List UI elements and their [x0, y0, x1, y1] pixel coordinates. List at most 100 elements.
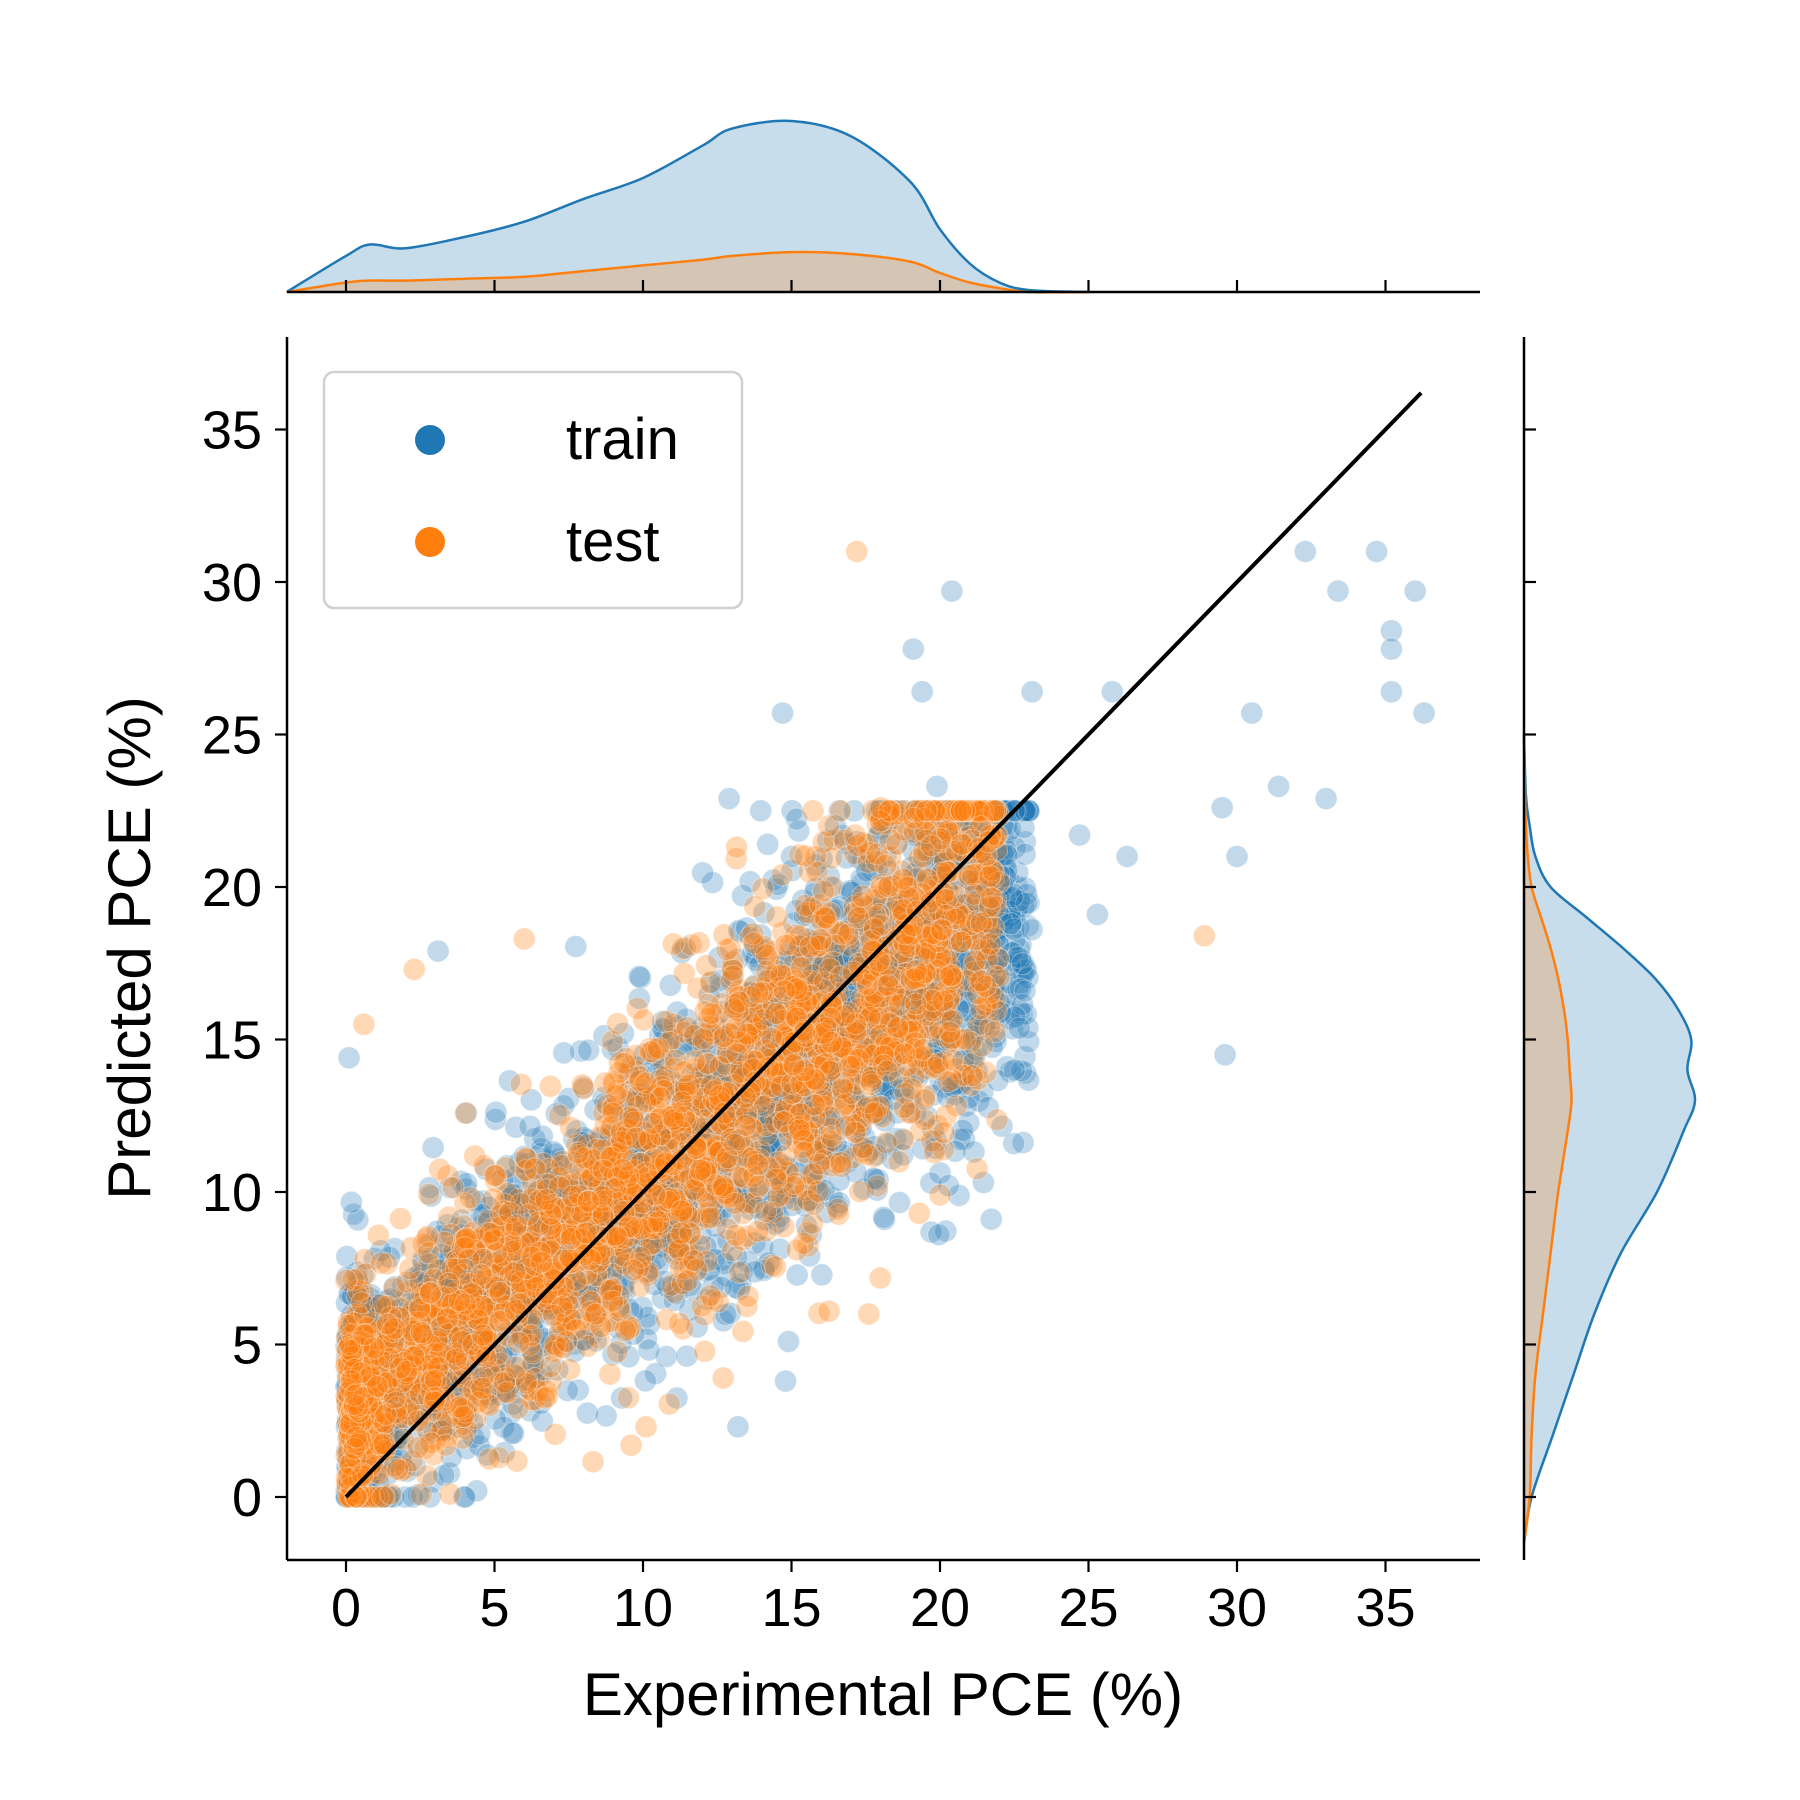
train-point-460 [342, 1389, 366, 1413]
train-point-84 [993, 900, 1016, 924]
train-point-466 [373, 1379, 397, 1402]
train-point-410 [378, 1404, 402, 1428]
train-point-308 [646, 1228, 669, 1251]
train-point-186 [740, 1124, 763, 1148]
train-point-205 [335, 1356, 359, 1380]
train-point-75 [836, 917, 860, 941]
train-point-114 [353, 1325, 377, 1349]
test-point-2154 [747, 1174, 771, 1198]
train-point-440 [492, 1258, 516, 1282]
train-point-16 [564, 1285, 588, 1309]
train-point-2629 [1002, 1058, 1026, 1082]
train-point-2632 [777, 1330, 800, 1353]
train-point-2633 [774, 1369, 798, 1393]
train-point-317 [991, 854, 1015, 878]
train-point-210 [675, 1198, 699, 1222]
train-point-128 [339, 1282, 363, 1306]
test-point-2148 [670, 1199, 694, 1223]
test-point-2201 [843, 823, 867, 847]
test-point-1260 [978, 932, 1002, 956]
train-point-48 [349, 1453, 373, 1477]
test-point-2184 [788, 1118, 812, 1142]
train-point-245 [349, 1349, 373, 1373]
test-point-1933 [366, 1223, 390, 1247]
train-point-269 [347, 1272, 371, 1296]
train-point-541 [678, 1233, 702, 1257]
train-point-136 [897, 820, 920, 843]
train-point-450 [636, 1115, 660, 1138]
train-point-393 [856, 1096, 880, 1120]
train-point-191 [381, 1326, 405, 1350]
train-point-14 [648, 1023, 672, 1047]
train-point-507 [351, 1371, 375, 1395]
train-point-525 [560, 1168, 584, 1192]
train-point-484 [654, 1345, 678, 1368]
train-point-362 [639, 1220, 662, 1244]
train-point-2621 [925, 774, 949, 798]
train-point-360 [706, 1016, 730, 1040]
train-point-329 [349, 1425, 373, 1449]
train-point-352 [538, 1296, 562, 1320]
test-point-2179 [570, 1073, 594, 1097]
train-point-341 [759, 969, 783, 993]
train-point-138 [569, 1296, 592, 1320]
train-point-374 [567, 1182, 591, 1206]
train-point-475 [499, 1182, 523, 1206]
train-point-51 [719, 1069, 743, 1093]
train-point-117 [1011, 1131, 1035, 1155]
test-point-2203 [793, 844, 817, 868]
train-point-13 [874, 1071, 898, 1095]
train-point-437 [1010, 1003, 1034, 1026]
train-point-151 [458, 1237, 482, 1261]
test-point-1823 [886, 1016, 910, 1039]
train-point-115 [671, 1223, 695, 1247]
train-point-100 [713, 1058, 737, 1082]
train-point-274 [344, 1360, 368, 1384]
train-point-215 [355, 1307, 379, 1331]
train-point-2622 [756, 832, 780, 856]
train-point-485 [984, 925, 1008, 949]
train-point-462 [831, 905, 855, 929]
train-point-54 [983, 972, 1007, 996]
train-point-524 [520, 1356, 544, 1380]
train-point-323 [806, 904, 830, 928]
train-point-513 [852, 1003, 876, 1027]
train-point-15 [465, 1479, 489, 1503]
train-point-495 [1017, 1030, 1041, 1054]
test-point-979 [687, 931, 711, 955]
train-point-2611 [1210, 796, 1234, 820]
train-point-1687 [691, 861, 715, 885]
train-point-448 [586, 1280, 610, 1304]
train-point-520 [729, 920, 752, 944]
test-point-1911 [606, 1012, 630, 1036]
train-point-2607 [1412, 701, 1436, 725]
train-point-2630 [426, 939, 450, 963]
train-point-233 [1016, 799, 1040, 823]
train-point-129 [751, 1087, 775, 1111]
train-point-358 [653, 1206, 677, 1230]
train-point-2 [434, 1335, 457, 1359]
train-point-124 [961, 799, 985, 823]
test-point-2296 [949, 930, 973, 954]
train-point-470 [433, 1328, 457, 1352]
train-point-483 [979, 916, 1002, 940]
train-point-2515 [633, 1369, 657, 1393]
train-point-266 [810, 1263, 834, 1287]
train-point-262 [339, 1349, 362, 1373]
train-point-418 [997, 1000, 1020, 1024]
train-point-538 [716, 1229, 740, 1252]
train-point-434 [387, 1352, 411, 1376]
train-point-383 [631, 1207, 655, 1231]
train-point-91 [342, 1406, 366, 1430]
test-point-2232 [591, 1158, 615, 1182]
train-point-392 [348, 1398, 372, 1422]
train-point-44 [511, 1194, 535, 1218]
train-point-198 [599, 1144, 623, 1168]
train-point-458 [865, 1067, 889, 1091]
train-point-522 [343, 1329, 367, 1352]
train-point-430 [576, 1149, 600, 1173]
train-point-340 [811, 907, 835, 931]
test-point-620 [598, 1362, 622, 1386]
train-point-503 [434, 1262, 458, 1286]
test-point-2051 [548, 1103, 572, 1127]
